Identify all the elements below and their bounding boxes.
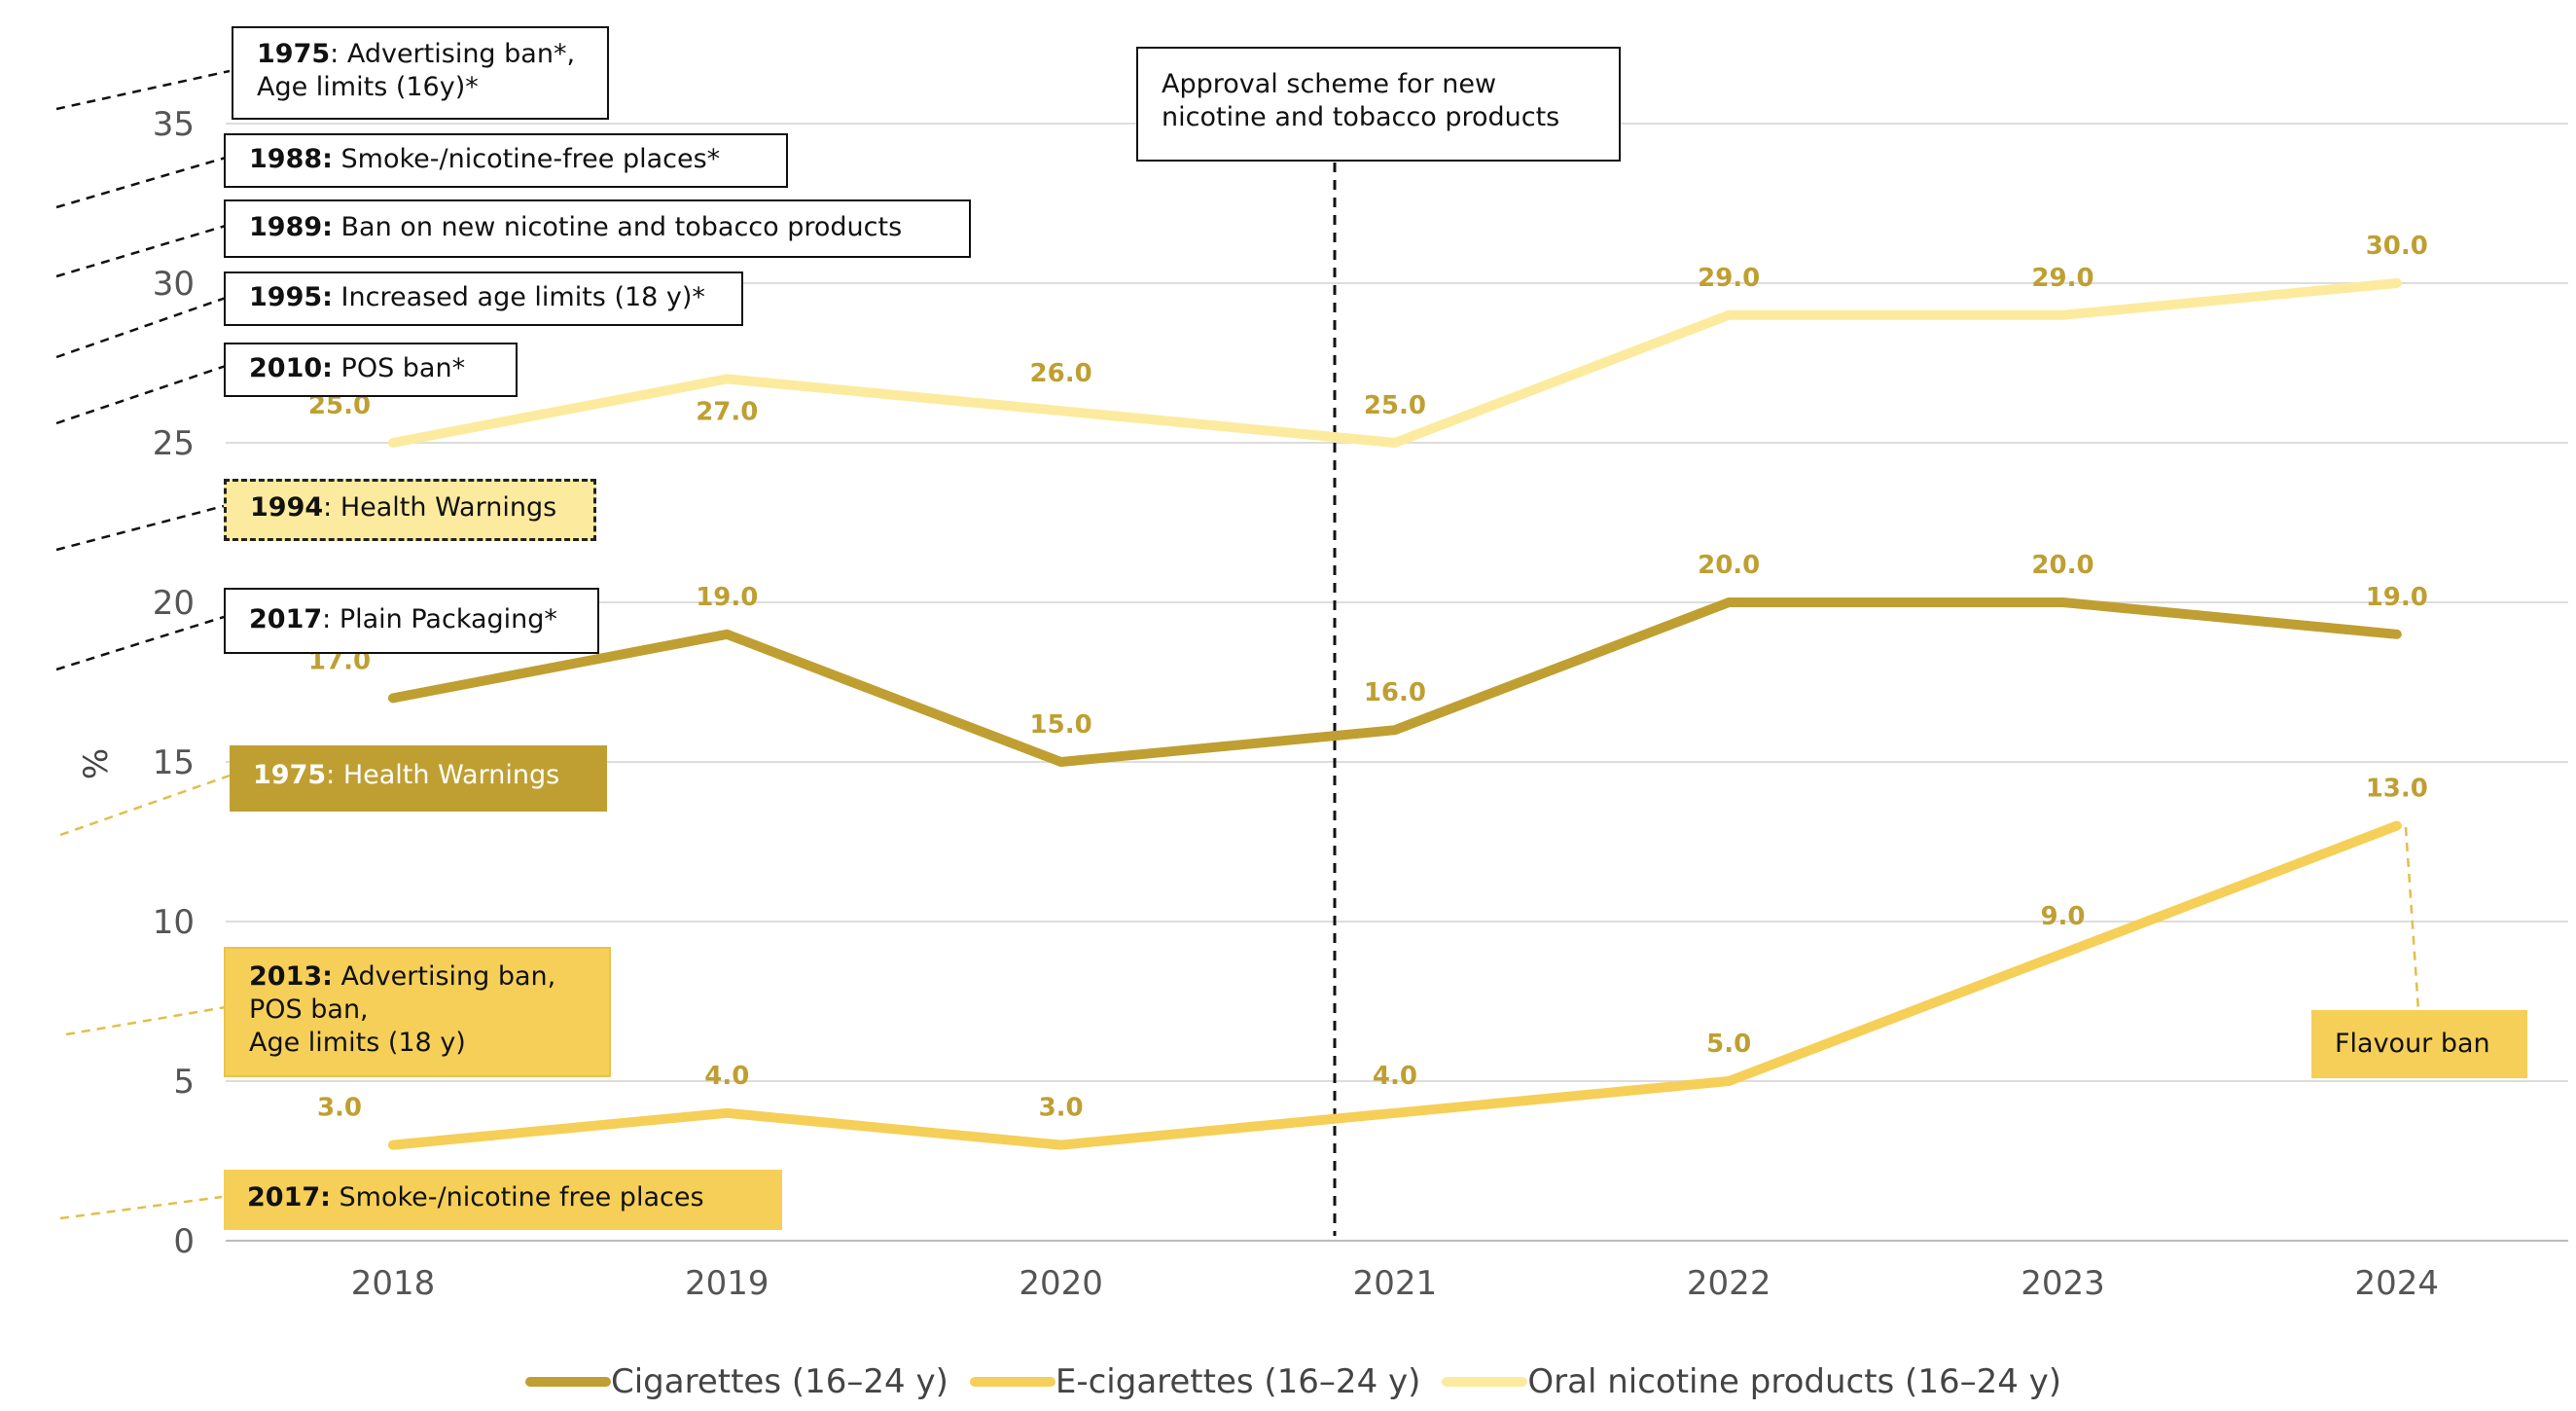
data-label-e-cigarettes-2020: 3.0 <box>1039 1094 1084 1123</box>
data-label-e-cigarettes-2019: 4.0 <box>704 1062 749 1091</box>
annotation-1988-smoke-free: 1988: Smoke-/nicotine-free places* <box>224 133 788 188</box>
annotation-2013-advertising: 2013: Advertising ban, POS ban, Age limi… <box>224 947 611 1077</box>
y-tick-35: 35 <box>153 105 195 144</box>
annotation-1995-age: 1995: Increased age limits (18 y)* <box>224 271 743 326</box>
series-line-e-cigarettes <box>388 820 2402 1150</box>
annotation-2010-pos: 2010: POS ban* <box>224 343 518 397</box>
data-label-oral-nicotine-2024: 30.0 <box>2366 232 2428 261</box>
series-lines <box>388 278 2402 1150</box>
legend-label-cigarettes: Cigarettes (16–24 y) <box>611 1362 948 1401</box>
x-tick-2019: 2019 <box>685 1264 769 1303</box>
annotation-1994-health-warnings: 1994: Health Warnings <box>224 479 596 541</box>
y-tick-20: 20 <box>153 584 195 623</box>
x-tick-2018: 2018 <box>351 1264 436 1303</box>
annotation-1975-health-warnings: 1975: Health Warnings <box>230 745 607 812</box>
data-label-e-cigarettes-2021: 4.0 <box>1373 1062 1417 1091</box>
annotation-2017-smoke-free: 2017: Smoke-/nicotine free places <box>224 1170 782 1230</box>
y-tick-10: 10 <box>153 903 195 942</box>
data-label-cigarettes-2024: 19.0 <box>2366 583 2428 612</box>
legend-item-cigarettes: Cigarettes (16–24 y) <box>525 1362 948 1401</box>
data-label-oral-nicotine-2022: 29.0 <box>1698 264 1760 293</box>
data-label-cigarettes-2019: 19.0 <box>696 583 758 612</box>
legend-label-oral-nicotine: Oral nicotine products (16–24 y) <box>1527 1362 2062 1401</box>
data-label-cigarettes-2022: 20.0 <box>1698 551 1760 580</box>
data-label-e-cigarettes-2023: 9.0 <box>2040 902 2085 931</box>
x-tick-2021: 2021 <box>1353 1264 1438 1303</box>
annotation-2017-plain-packaging: 2017: Plain Packaging* <box>224 588 599 654</box>
legend-swatch-cigarettes <box>525 1377 611 1387</box>
annotation-flavour-ban: Flavour ban <box>2311 1010 2527 1078</box>
annotation-leaders <box>55 69 231 671</box>
x-axis-ticks: 2018 2019 2020 2021 2022 2023 2024 <box>351 1264 2439 1303</box>
annotation-1975-advertising: 1975: Advertising ban*, Age limits (16y)… <box>232 26 609 120</box>
annotation-1989-ban: 1989: Ban on new nicotine and tobacco pr… <box>224 199 971 258</box>
data-label-cigarettes-2021: 16.0 <box>1364 678 1426 707</box>
data-label-oral-nicotine-2021: 25.0 <box>1364 391 1426 420</box>
data-label-oral-nicotine-2020: 26.0 <box>1030 359 1092 388</box>
data-labels: 17.019.015.016.020.0 20.019.03.04.03.04.0… <box>308 232 2428 1123</box>
y-tick-25: 25 <box>153 424 195 463</box>
y-axis-label: % <box>77 748 116 779</box>
legend-item-e-cigarettes: E-cigarettes (16–24 y) <box>969 1362 1421 1401</box>
data-label-oral-nicotine-2019: 27.0 <box>696 397 758 426</box>
legend-swatch-e-cigarettes <box>969 1377 1055 1387</box>
y-tick-0: 0 <box>173 1222 195 1261</box>
data-label-e-cigarettes-2018: 3.0 <box>317 1094 362 1123</box>
data-label-e-cigarettes-2022: 5.0 <box>1706 1030 1751 1059</box>
approval-marker-label: Approval scheme for new nicotine and tob… <box>1136 47 1621 162</box>
data-label-e-cigarettes-2024: 13.0 <box>2366 775 2428 804</box>
legend: Cigarettes (16–24 y) E-cigarettes (16–24… <box>525 1357 2083 1406</box>
y-tick-5: 5 <box>173 1063 195 1102</box>
legend-item-oral-nicotine: Oral nicotine products (16–24 y) <box>1442 1362 2061 1401</box>
data-label-cigarettes-2020: 15.0 <box>1030 710 1092 740</box>
x-tick-2020: 2020 <box>1019 1264 1103 1303</box>
annotation-leaders-colored <box>59 774 2420 1220</box>
legend-label-e-cigarettes: E-cigarettes (16–24 y) <box>1055 1362 1421 1401</box>
y-tick-15: 15 <box>153 743 195 782</box>
x-tick-2024: 2024 <box>2355 1264 2440 1303</box>
x-tick-2023: 2023 <box>2021 1264 2105 1303</box>
y-tick-30: 30 <box>153 265 195 304</box>
data-label-cigarettes-2023: 20.0 <box>2031 551 2093 580</box>
data-label-oral-nicotine-2023: 29.0 <box>2031 264 2093 293</box>
y-axis-ticks: 0 5 10 15 20 25 30 35 <box>153 105 195 1261</box>
legend-swatch-oral-nicotine <box>1442 1377 1528 1387</box>
x-tick-2022: 2022 <box>1687 1264 1771 1303</box>
